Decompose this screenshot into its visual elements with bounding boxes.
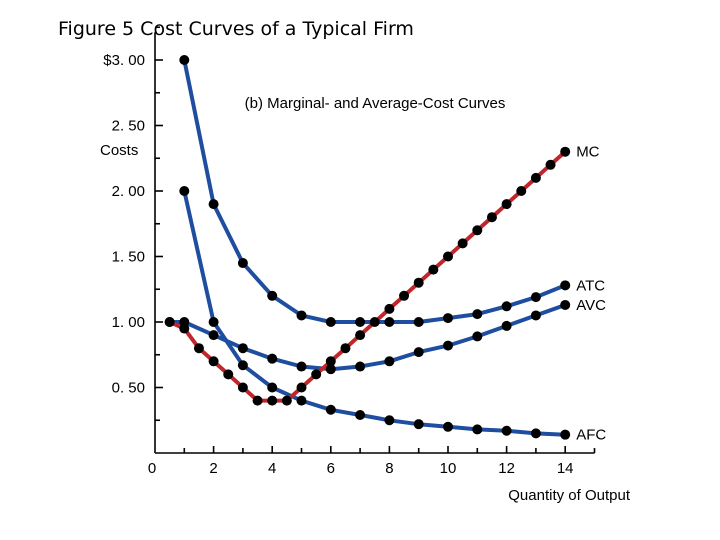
series-line-mc <box>167 149 568 403</box>
x-tick-label: 4 <box>268 460 276 477</box>
data-point-afc <box>560 429 571 440</box>
x-tick-label: 14 <box>557 460 574 477</box>
y-axis-label: Costs <box>100 142 138 159</box>
y-tick-label: 2. 00 <box>112 183 145 200</box>
data-point-mc <box>545 159 556 170</box>
data-point-mc <box>325 356 336 367</box>
data-point-mc <box>530 172 541 183</box>
data-point-mc <box>208 356 219 367</box>
data-point-avc <box>443 340 453 351</box>
data-point-avc <box>472 331 483 342</box>
data-point-avc <box>384 356 395 367</box>
data-point-afc <box>237 360 248 371</box>
data-point-atc <box>472 309 483 320</box>
data-point-avc <box>501 320 512 331</box>
data-point-avc <box>296 361 307 372</box>
series-points <box>164 55 571 440</box>
data-point-afc <box>179 186 190 196</box>
data-point-atc <box>384 317 395 327</box>
data-point-atc <box>325 317 336 327</box>
data-point-mc <box>399 290 410 301</box>
data-point-avc <box>325 364 336 375</box>
data-point-afc <box>530 428 541 439</box>
series-label-avc: AVC <box>576 297 606 314</box>
data-point-atc <box>413 317 424 327</box>
data-point-mc <box>179 323 190 334</box>
data-point-mc <box>384 303 395 314</box>
series-label-mc: MC <box>576 144 599 161</box>
data-point-avc <box>267 353 278 364</box>
data-point-mc <box>252 395 263 406</box>
data-point-mc <box>501 199 512 210</box>
x-tick-label: 6 <box>327 460 335 477</box>
data-point-avc <box>237 343 248 354</box>
series-labels: MC ATC AVC AFC <box>576 144 606 444</box>
data-point-mc <box>472 225 483 236</box>
series-label-atc: ATC <box>576 277 605 294</box>
data-point-avc <box>413 347 424 358</box>
data-point-mc <box>443 251 453 262</box>
data-point-mc <box>281 395 292 406</box>
data-point-atc <box>443 313 453 324</box>
x-tick-label: 0 <box>148 460 156 477</box>
data-point-mc <box>355 330 366 341</box>
data-point-afc <box>413 419 424 430</box>
data-point-atc <box>179 55 190 65</box>
data-point-atc <box>560 280 571 291</box>
data-point-afc <box>472 424 483 435</box>
series-label-afc: AFC <box>576 427 606 444</box>
data-point-mc <box>311 369 322 380</box>
y-tick-label: 2. 50 <box>112 118 145 135</box>
data-point-mc <box>237 382 248 393</box>
data-point-mc <box>340 343 351 354</box>
data-point-atc <box>355 317 366 327</box>
data-point-mc <box>560 146 571 157</box>
data-point-mc <box>457 238 468 249</box>
data-point-avc <box>530 310 541 321</box>
y-tick-label: 0. 50 <box>112 380 145 397</box>
figure-title: Figure 5 Cost Curves of a Typical Firm <box>58 18 414 40</box>
data-point-mc <box>486 212 497 223</box>
series-line-avc <box>167 303 568 372</box>
data-point-atc <box>267 290 278 301</box>
x-axis-label: Quantity of Output <box>508 487 631 504</box>
series-line-afc <box>182 189 568 437</box>
data-point-atc <box>530 292 541 303</box>
data-point-afc <box>267 382 278 393</box>
data-point-avc <box>560 299 571 310</box>
data-point-afc <box>443 421 453 432</box>
y-tick-label: 1. 50 <box>112 249 145 266</box>
x-tick-label: 12 <box>498 460 515 477</box>
x-tick-label: 2 <box>209 460 217 477</box>
data-point-afc <box>501 425 512 436</box>
data-point-mc <box>193 343 204 354</box>
data-point-atc <box>501 301 512 312</box>
chart-title: (b) Marginal- and Average-Cost Curves <box>245 95 506 112</box>
data-point-mc <box>164 317 175 327</box>
data-point-mc <box>296 382 307 393</box>
x-tick-label: 8 <box>385 460 393 477</box>
data-point-afc <box>355 410 366 421</box>
data-point-afc <box>384 415 395 426</box>
data-point-atc <box>237 258 248 269</box>
y-tick-label: 1. 00 <box>112 314 145 331</box>
data-point-mc <box>369 317 380 327</box>
y-tick-label: $3. 00 <box>103 52 145 69</box>
data-point-atc <box>208 199 219 210</box>
data-point-mc <box>267 395 278 406</box>
data-point-afc <box>208 317 219 327</box>
data-point-afc <box>296 395 307 406</box>
data-point-mc <box>223 369 234 380</box>
data-point-mc <box>428 264 439 275</box>
data-point-avc <box>355 361 366 372</box>
data-point-mc <box>516 186 527 196</box>
data-point-afc <box>325 404 336 415</box>
x-tick-label: 10 <box>440 460 457 477</box>
axes: 0. 50 1. 00 1. 50 2. 00 2. 50 $3. 00 0 2 4 6 8 10 12… <box>103 26 596 477</box>
data-point-atc <box>296 310 307 321</box>
data-point-mc <box>413 277 424 288</box>
data-point-avc <box>208 330 219 341</box>
